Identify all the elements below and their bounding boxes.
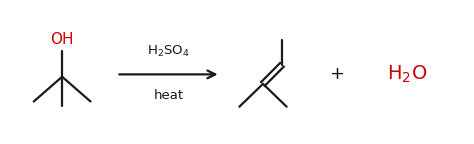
Text: OH: OH	[50, 32, 74, 47]
Text: H$_2$O: H$_2$O	[387, 64, 427, 85]
Text: +: +	[329, 65, 344, 83]
Text: H$_2$SO$_4$: H$_2$SO$_4$	[147, 44, 190, 59]
Text: heat: heat	[154, 89, 183, 102]
